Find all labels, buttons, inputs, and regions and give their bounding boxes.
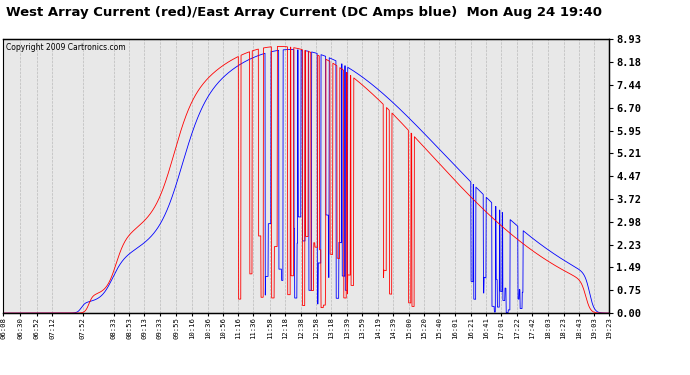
Text: West Array Current (red)/East Array Current (DC Amps blue)  Mon Aug 24 19:40: West Array Current (red)/East Array Curr… bbox=[6, 6, 602, 19]
Text: Copyright 2009 Cartronics.com: Copyright 2009 Cartronics.com bbox=[6, 44, 126, 52]
